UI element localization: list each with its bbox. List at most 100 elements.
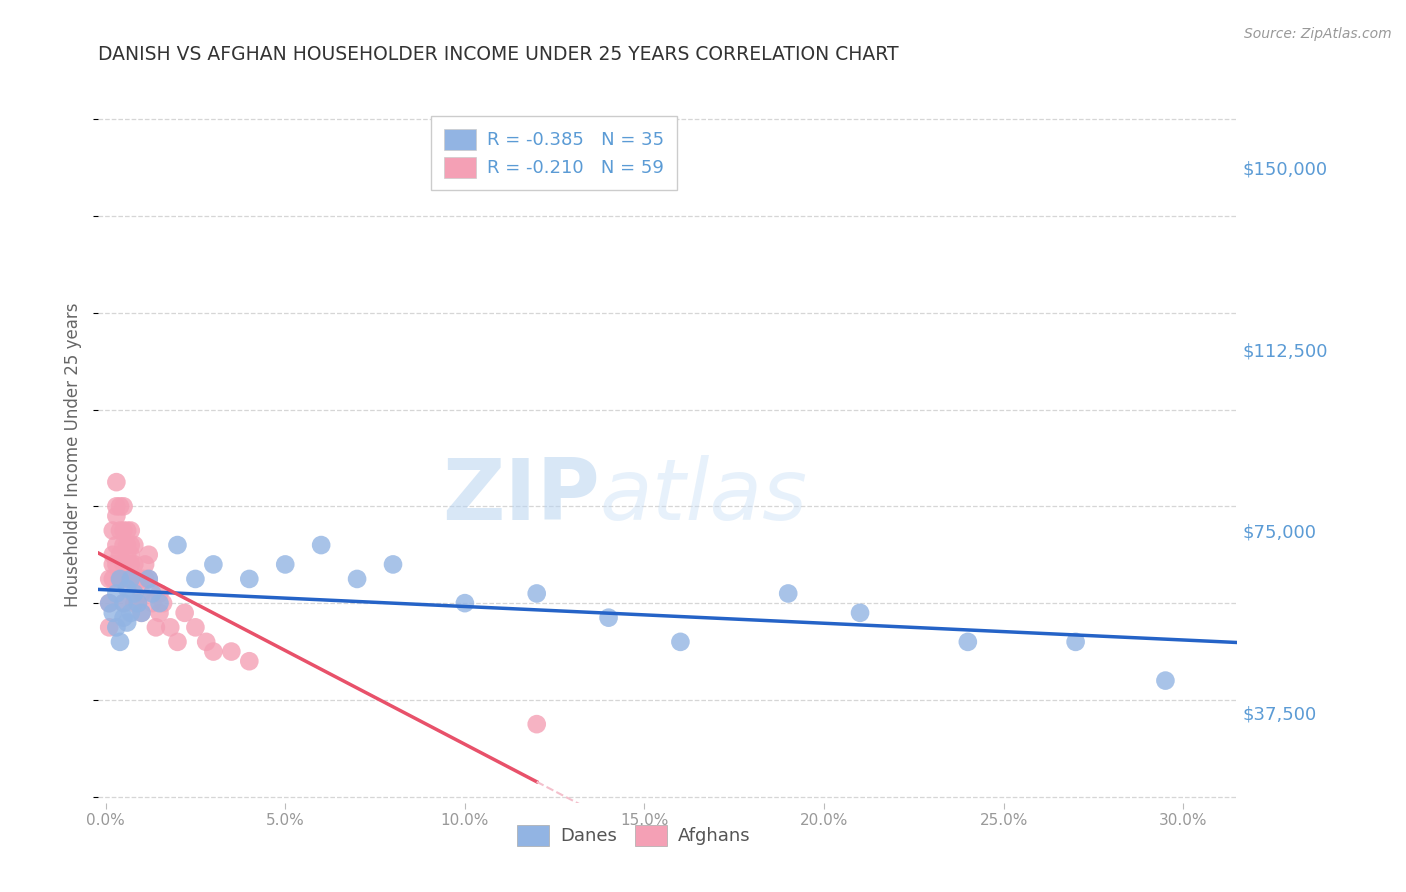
- Point: [108, 548, 131, 562]
- Point: [120, 548, 142, 562]
- Point: [134, 572, 156, 586]
- Point: [131, 606, 153, 620]
- Point: [105, 509, 128, 524]
- Point: [98, 596, 121, 610]
- Point: [238, 654, 260, 668]
- Point: [105, 558, 128, 572]
- Point: [127, 596, 149, 610]
- Point: [309, 538, 332, 552]
- Point: [202, 558, 225, 572]
- Point: [173, 606, 195, 620]
- Point: [202, 644, 225, 658]
- Point: [148, 596, 170, 610]
- Point: [105, 475, 128, 490]
- Point: [159, 620, 181, 634]
- Point: [112, 538, 135, 552]
- Point: [124, 586, 146, 600]
- Point: [120, 572, 142, 586]
- Point: [598, 610, 620, 624]
- Point: [105, 538, 128, 552]
- Point: [105, 620, 128, 634]
- Point: [141, 586, 163, 600]
- Point: [98, 596, 121, 610]
- Point: [166, 635, 188, 649]
- Point: [669, 635, 692, 649]
- Point: [152, 596, 174, 610]
- Point: [124, 572, 146, 586]
- Point: [115, 558, 138, 572]
- Point: [120, 606, 142, 620]
- Point: [115, 615, 138, 630]
- Point: [101, 524, 124, 538]
- Point: [112, 596, 135, 610]
- Point: [124, 538, 146, 552]
- Point: [115, 524, 138, 538]
- Point: [195, 635, 218, 649]
- Point: [778, 586, 800, 600]
- Point: [138, 548, 160, 562]
- Point: [115, 548, 138, 562]
- Point: [124, 558, 146, 572]
- Point: [112, 524, 135, 538]
- Point: [382, 558, 405, 572]
- Point: [138, 572, 160, 586]
- Point: [238, 572, 260, 586]
- Point: [274, 558, 297, 572]
- Point: [1154, 673, 1177, 688]
- Point: [526, 586, 548, 600]
- Point: [112, 610, 135, 624]
- Point: [184, 572, 207, 586]
- Legend: Danes, Afghans: Danes, Afghans: [506, 814, 762, 856]
- Point: [134, 558, 156, 572]
- Point: [105, 586, 128, 600]
- Point: [956, 635, 979, 649]
- Point: [454, 596, 477, 610]
- Text: Source: ZipAtlas.com: Source: ZipAtlas.com: [1244, 27, 1392, 41]
- Point: [108, 572, 131, 586]
- Point: [166, 538, 188, 552]
- Point: [1064, 635, 1087, 649]
- Point: [120, 524, 142, 538]
- Point: [138, 572, 160, 586]
- Point: [101, 572, 124, 586]
- Point: [101, 548, 124, 562]
- Point: [108, 572, 131, 586]
- Point: [105, 500, 128, 514]
- Point: [124, 596, 146, 610]
- Point: [148, 606, 170, 620]
- Point: [112, 596, 135, 610]
- Point: [127, 572, 149, 586]
- Point: [112, 500, 135, 514]
- Point: [221, 644, 243, 658]
- Point: [108, 524, 131, 538]
- Point: [849, 606, 872, 620]
- Point: [108, 635, 131, 649]
- Point: [120, 558, 142, 572]
- Point: [115, 538, 138, 552]
- Point: [101, 558, 124, 572]
- Point: [346, 572, 368, 586]
- Y-axis label: Householder Income Under 25 years: Householder Income Under 25 years: [65, 302, 83, 607]
- Point: [141, 596, 163, 610]
- Point: [120, 572, 142, 586]
- Point: [112, 572, 135, 586]
- Point: [184, 620, 207, 634]
- Point: [108, 500, 131, 514]
- Point: [145, 620, 167, 634]
- Point: [131, 586, 153, 600]
- Point: [101, 606, 124, 620]
- Point: [98, 572, 121, 586]
- Text: ZIP: ZIP: [441, 455, 599, 538]
- Point: [115, 582, 138, 596]
- Text: atlas: atlas: [599, 455, 807, 538]
- Point: [112, 558, 135, 572]
- Point: [98, 620, 121, 634]
- Point: [526, 717, 548, 731]
- Point: [120, 538, 142, 552]
- Point: [115, 572, 138, 586]
- Point: [131, 572, 153, 586]
- Text: DANISH VS AFGHAN HOUSEHOLDER INCOME UNDER 25 YEARS CORRELATION CHART: DANISH VS AFGHAN HOUSEHOLDER INCOME UNDE…: [98, 45, 898, 63]
- Point: [148, 586, 170, 600]
- Point: [127, 596, 149, 610]
- Point: [131, 606, 153, 620]
